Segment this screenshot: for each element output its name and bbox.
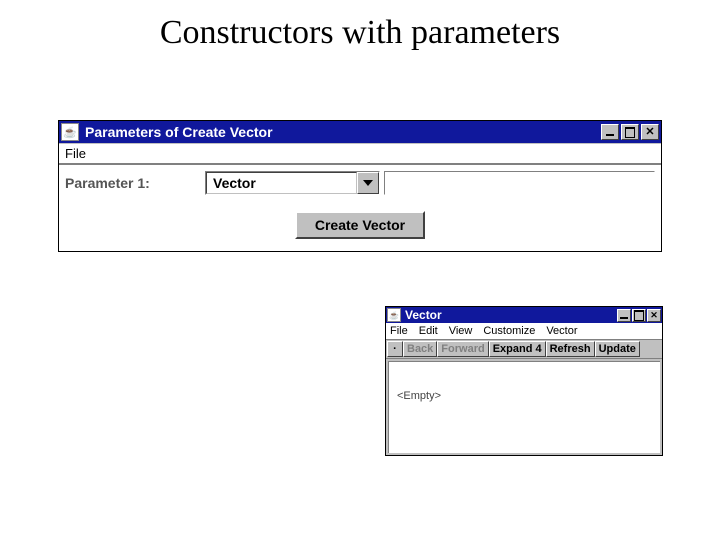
toolbar: · Back Forward Expand 4 Refresh Update	[386, 340, 662, 359]
toolbar-small-button[interactable]: ·	[387, 341, 403, 357]
close-button[interactable]	[641, 124, 659, 140]
button-row: Create Vector	[59, 201, 661, 251]
refresh-button[interactable]: Refresh	[546, 341, 595, 357]
menubar: File Edit View Customize Vector	[386, 323, 662, 340]
close-button[interactable]	[647, 309, 661, 322]
minimize-button[interactable]	[617, 309, 631, 322]
parameter-row: Parameter 1: Vector	[59, 164, 661, 201]
menu-file[interactable]: File	[390, 325, 408, 337]
forward-button[interactable]: Forward	[437, 341, 488, 357]
parameter-combobox[interactable]: Vector	[205, 171, 380, 195]
chevron-down-icon[interactable]	[357, 172, 379, 194]
expand-button[interactable]: Expand 4	[489, 341, 546, 357]
java-icon: ☕	[61, 123, 79, 141]
create-vector-button[interactable]: Create Vector	[295, 211, 425, 239]
menu-file[interactable]: File	[65, 146, 86, 161]
update-button[interactable]: Update	[595, 341, 640, 357]
parameter-label: Parameter 1:	[65, 175, 205, 191]
back-button[interactable]: Back	[403, 341, 437, 357]
minimize-button[interactable]	[601, 124, 619, 140]
menu-edit[interactable]: Edit	[419, 325, 438, 337]
window-title: Vector	[405, 308, 442, 322]
menubar: File	[59, 143, 661, 164]
menu-view[interactable]: View	[449, 325, 473, 337]
maximize-button[interactable]	[621, 124, 639, 140]
window-vector: ☕ Vector File Edit View Customize Vector…	[385, 306, 663, 456]
menu-customize[interactable]: Customize	[483, 325, 535, 337]
slide-title: Constructors with parameters	[0, 0, 720, 52]
titlebar[interactable]: ☕ Vector	[386, 307, 662, 323]
menu-vector[interactable]: Vector	[546, 325, 577, 337]
java-icon: ☕	[387, 308, 401, 322]
empty-label: <Empty>	[397, 390, 441, 402]
maximize-button[interactable]	[632, 309, 646, 322]
titlebar[interactable]: ☕ Parameters of Create Vector	[59, 121, 661, 143]
window-parameters-create-vector: ☕ Parameters of Create Vector File Param…	[58, 120, 662, 252]
window-title: Parameters of Create Vector	[85, 124, 273, 140]
combobox-text[interactable]: Vector	[206, 172, 357, 194]
parameter-extra-field[interactable]	[384, 171, 655, 195]
content-area: <Empty>	[388, 361, 660, 453]
window-controls	[616, 309, 661, 322]
window-controls	[599, 124, 659, 140]
